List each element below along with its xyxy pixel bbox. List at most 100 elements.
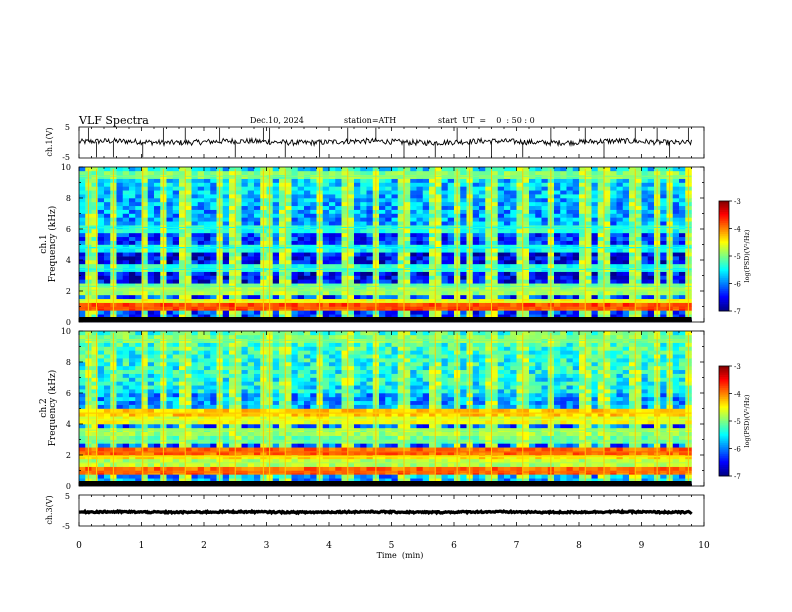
spectrogram-cell bbox=[104, 178, 111, 183]
spectrogram-cell bbox=[447, 232, 455, 238]
spectrogram-cell bbox=[147, 229, 155, 234]
spectrogram-cell bbox=[79, 431, 86, 436]
spectrogram-cell bbox=[629, 283, 636, 288]
spectrogram-cell bbox=[529, 260, 536, 265]
spectrogram-cell bbox=[322, 302, 330, 307]
spectrogram-cell bbox=[279, 190, 286, 195]
spectrogram-cell bbox=[491, 209, 499, 214]
spectrogram-cell bbox=[560, 236, 567, 241]
spectrogram-cell bbox=[185, 178, 192, 183]
colorbar-cell bbox=[719, 202, 729, 205]
spectrogram-cell bbox=[279, 291, 286, 296]
spectrogram-cell bbox=[291, 252, 299, 257]
spectrogram-cell bbox=[310, 291, 317, 296]
spectrogram-cell bbox=[79, 331, 86, 336]
spectrogram-cell bbox=[354, 232, 361, 238]
spectrogram-cell bbox=[479, 217, 486, 222]
spectrogram-cell bbox=[222, 167, 230, 172]
spectrogram-cell bbox=[154, 252, 161, 257]
spectrogram-cell bbox=[329, 271, 336, 276]
spectrogram-cell bbox=[154, 458, 161, 464]
spectrogram-cell bbox=[510, 186, 517, 191]
spectrogram-cell bbox=[272, 256, 280, 261]
spectrogram-cell bbox=[179, 178, 186, 183]
spectrogram-cell bbox=[435, 283, 442, 288]
spectrogram-cell bbox=[485, 201, 492, 207]
spectrogram-cell bbox=[604, 167, 611, 172]
spectrogram-cell bbox=[341, 275, 349, 280]
spectrogram-cell bbox=[304, 302, 311, 307]
spectrogram-cell bbox=[529, 244, 536, 249]
spectrogram-cell bbox=[141, 362, 149, 367]
spectrogram-cell bbox=[247, 275, 255, 280]
spectrogram-cell bbox=[104, 194, 111, 199]
spectrogram-cell bbox=[285, 310, 292, 315]
spectrogram-cell bbox=[622, 182, 630, 187]
spectrogram-cell bbox=[191, 314, 199, 319]
spectrogram-cell bbox=[179, 474, 186, 479]
spectrogram-cell bbox=[516, 167, 524, 172]
spectrogram-cell bbox=[347, 221, 355, 226]
spectrogram-cell bbox=[147, 182, 155, 187]
spectrogram-cell bbox=[535, 252, 542, 257]
spectrogram-cell bbox=[622, 232, 630, 238]
spectrogram-cell bbox=[422, 263, 430, 269]
spectrogram-cell bbox=[116, 443, 124, 448]
spectrogram-cell bbox=[566, 275, 574, 280]
spectrogram-cell bbox=[641, 240, 649, 245]
spectrogram-cell bbox=[591, 229, 599, 234]
spectrogram-cell bbox=[554, 302, 561, 307]
spectrogram-cell bbox=[91, 182, 99, 187]
spectrogram-cell bbox=[591, 190, 599, 195]
spectrogram-cell bbox=[229, 209, 236, 214]
spectrogram-cell bbox=[591, 271, 599, 276]
spectrogram-cell bbox=[635, 263, 642, 269]
spectrogram-cell bbox=[197, 256, 205, 261]
spectrogram-cell bbox=[310, 201, 317, 207]
spectrogram-cell bbox=[135, 198, 142, 203]
spectrogram-cell bbox=[510, 263, 517, 269]
spectrogram-cell bbox=[416, 205, 424, 210]
spectrogram-cell bbox=[510, 229, 517, 234]
spectrogram-cell bbox=[447, 263, 455, 269]
spectrogram-cell bbox=[641, 252, 649, 257]
spectrogram-cell bbox=[554, 310, 561, 315]
spectrogram-cell bbox=[522, 283, 530, 288]
spectrogram-cell bbox=[572, 178, 580, 183]
spectrogram-cell bbox=[404, 260, 411, 265]
spectrogram-cell bbox=[535, 232, 542, 238]
spectrogram-cell bbox=[335, 182, 342, 187]
spectrogram-cell bbox=[585, 190, 592, 195]
spectrogram-cell bbox=[566, 279, 574, 284]
spectrogram-cell bbox=[504, 217, 511, 222]
spectrogram-cell bbox=[635, 260, 642, 265]
spectrogram-cell bbox=[441, 201, 449, 207]
spectrogram-cell bbox=[579, 244, 586, 249]
spectrogram-cell bbox=[229, 221, 236, 226]
spectrogram-cell bbox=[622, 205, 630, 210]
spectrogram-cell bbox=[147, 424, 155, 429]
spectrogram-cell bbox=[485, 310, 492, 315]
spectrogram-cell bbox=[322, 240, 330, 245]
spectrogram-cell bbox=[597, 294, 605, 300]
spectrogram-cell bbox=[172, 190, 180, 195]
spectrogram-cell bbox=[154, 389, 161, 394]
spectrogram-cell bbox=[166, 229, 174, 234]
spectrogram-cell bbox=[116, 396, 124, 402]
spectrogram-cell bbox=[291, 182, 299, 187]
spectrogram-cell bbox=[135, 271, 142, 276]
spectrogram-cell bbox=[154, 271, 161, 276]
spectrogram-cell bbox=[397, 256, 405, 261]
spectrogram-cell bbox=[554, 287, 561, 292]
spectrogram-cell bbox=[254, 182, 261, 187]
spectrogram-cell bbox=[485, 279, 492, 284]
spectrogram-cell bbox=[335, 201, 342, 207]
spectrogram-cell bbox=[485, 260, 492, 265]
spectrogram-cell bbox=[585, 263, 592, 269]
spectrogram-cell bbox=[635, 186, 642, 191]
spectrogram-cell bbox=[241, 248, 249, 253]
spectrogram-cell bbox=[516, 170, 524, 176]
spectrogram-cell bbox=[504, 271, 511, 276]
spectrogram-cell bbox=[497, 314, 505, 319]
spectrogram-cell bbox=[491, 302, 499, 307]
